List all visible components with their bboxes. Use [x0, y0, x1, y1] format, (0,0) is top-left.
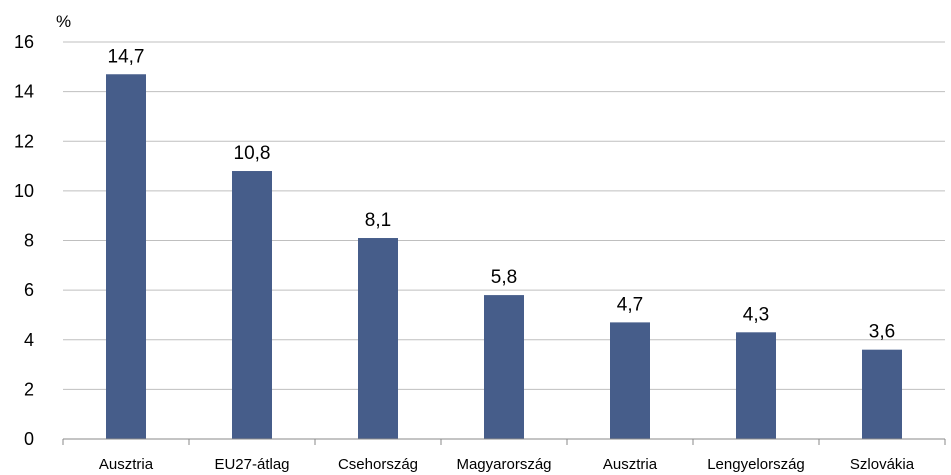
y-tick-label: 14 — [14, 82, 34, 102]
bar — [232, 171, 272, 439]
bar — [736, 332, 776, 439]
data-label: 4,7 — [617, 294, 643, 315]
data-label: 4,3 — [743, 304, 769, 325]
data-label: 5,8 — [491, 267, 517, 288]
y-tick-label: 4 — [24, 330, 34, 350]
bar — [862, 349, 902, 439]
gridlines — [63, 41, 945, 390]
category-label: Csehország — [338, 456, 418, 473]
y-tick-label: 12 — [14, 131, 34, 151]
category-label: Ausztria — [603, 456, 658, 473]
category-label: Ausztria — [99, 456, 154, 473]
data-label: 10,8 — [234, 143, 271, 164]
category-label: Lengyelország — [707, 456, 805, 473]
y-tick-label: 2 — [24, 379, 34, 399]
category-label: EU27-átlag — [214, 456, 289, 473]
y-tick-label: 6 — [24, 280, 34, 300]
y-tick-label: 16 — [14, 32, 34, 52]
y-tick-label: 8 — [24, 231, 34, 251]
data-label: 8,1 — [365, 210, 391, 231]
data-labels: 14,7 10,8 8,1 5,8 4,7 4,3 3,6 — [108, 46, 896, 342]
y-axis-unit-label: % — [56, 12, 71, 31]
x-axis — [62, 438, 946, 445]
data-label: 14,7 — [108, 46, 145, 67]
bars — [106, 74, 902, 439]
y-tick-label: 10 — [14, 181, 34, 201]
y-axis-ticks: 0 2 4 6 8 10 12 14 16 — [14, 32, 34, 449]
category-label: Szlovákia — [850, 456, 915, 473]
category-label: Magyarország — [456, 456, 551, 473]
category-labels: Ausztria EU27-átlag Csehország Magyarország… — [99, 456, 915, 473]
bar — [484, 295, 524, 439]
bar — [106, 74, 146, 439]
bar — [358, 238, 398, 439]
bar — [610, 322, 650, 439]
data-label: 3,6 — [869, 322, 895, 343]
y-tick-label: 0 — [24, 429, 34, 449]
